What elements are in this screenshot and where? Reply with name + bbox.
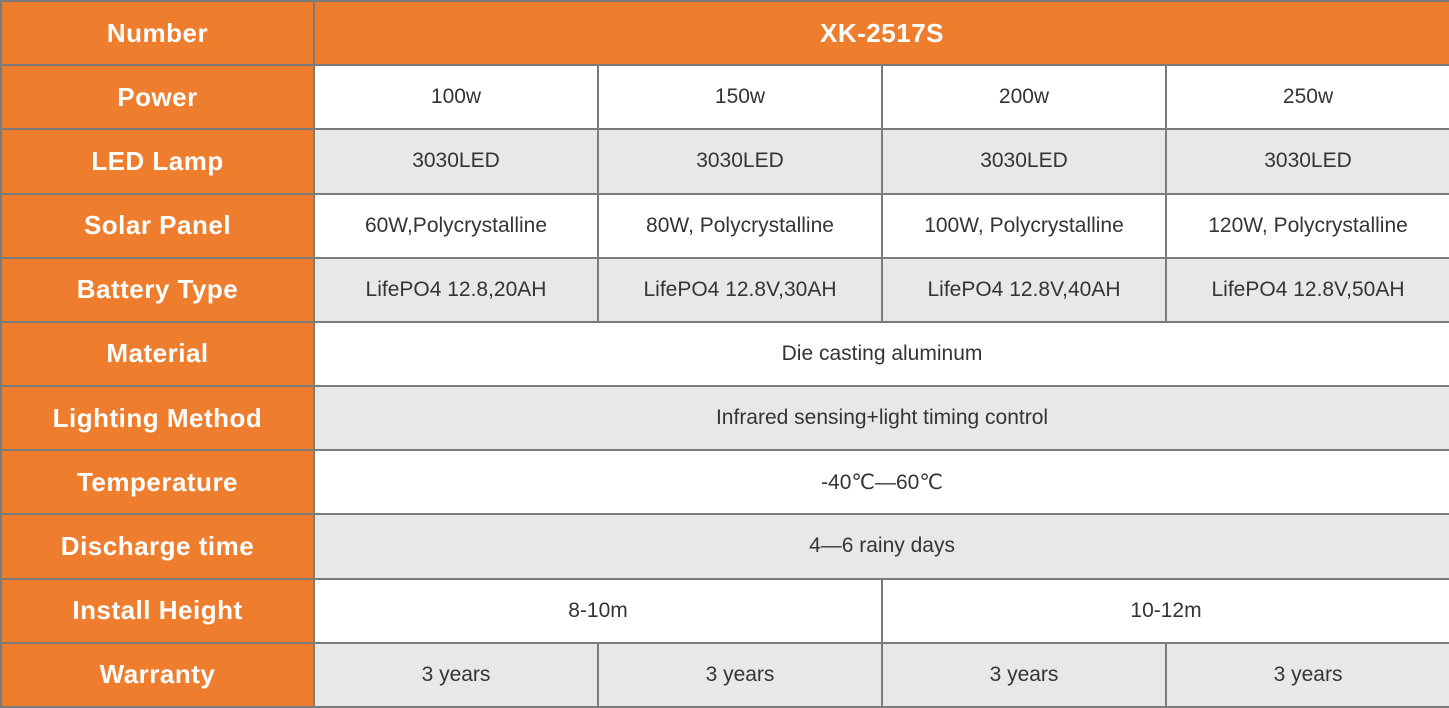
row-number: Number XK-2517S — [0, 0, 1449, 67]
cell-led-2: 3030LED — [597, 128, 883, 195]
cell-install-height-2: 10-12m — [880, 577, 1449, 644]
model-number-value: XK-2517S — [312, 0, 1449, 67]
row-discharge-time: Discharge time 4—6 rainy days — [0, 513, 1449, 580]
cell-battery-1: LifePO4 12.8,20AH — [313, 256, 599, 323]
row-label-material: Material — [0, 320, 315, 388]
cell-solar-2: 80W, Polycrystalline — [597, 192, 883, 259]
cell-battery-2: LifePO4 12.8V,30AH — [597, 256, 883, 323]
cell-warranty-4: 3 years — [1164, 641, 1449, 708]
cell-install-height-1: 8-10m — [313, 577, 883, 644]
row-label-warranty: Warranty — [0, 641, 315, 708]
cell-led-1: 3030LED — [313, 128, 599, 195]
row-warranty: Warranty 3 years 3 years 3 years 3 years — [0, 641, 1449, 708]
row-label-power: Power — [0, 64, 315, 131]
row-install-height: Install Height 8-10m 10-12m — [0, 577, 1449, 644]
row-temperature: Temperature -40℃—60℃ — [0, 449, 1449, 516]
cell-lighting-method: Infrared sensing+light timing control — [312, 385, 1449, 452]
cell-power-4: 250w — [1164, 64, 1449, 131]
cell-power-3: 200w — [881, 64, 1167, 131]
cell-led-3: 3030LED — [881, 128, 1167, 195]
cell-material: Die casting aluminum — [312, 320, 1449, 388]
row-label-number: Number — [0, 0, 315, 67]
row-label-lighting-method: Lighting Method — [0, 385, 315, 452]
row-power: Power 100w 150w 200w 250w — [0, 64, 1449, 131]
row-label-install-height: Install Height — [0, 577, 315, 644]
cell-solar-4: 120W, Polycrystalline — [1164, 192, 1449, 259]
row-led-lamp: LED Lamp 3030LED 3030LED 3030LED 3030LED — [0, 128, 1449, 195]
cell-led-4: 3030LED — [1164, 128, 1449, 195]
row-battery-type: Battery Type LifePO4 12.8,20AH LifePO4 1… — [0, 256, 1449, 323]
row-label-led-lamp: LED Lamp — [0, 128, 315, 195]
cell-warranty-2: 3 years — [597, 641, 883, 708]
row-label-solar-panel: Solar Panel — [0, 192, 315, 259]
cell-power-2: 150w — [597, 64, 883, 131]
cell-solar-1: 60W,Polycrystalline — [313, 192, 599, 259]
row-solar-panel: Solar Panel 60W,Polycrystalline 80W, Pol… — [0, 192, 1449, 259]
cell-discharge-time: 4—6 rainy days — [312, 513, 1449, 580]
cell-solar-3: 100W, Polycrystalline — [881, 192, 1167, 259]
cell-power-1: 100w — [313, 64, 599, 131]
cell-battery-3: LifePO4 12.8V,40AH — [881, 256, 1167, 323]
row-label-temperature: Temperature — [0, 449, 315, 516]
row-label-discharge-time: Discharge time — [0, 513, 315, 580]
cell-warranty-3: 3 years — [881, 641, 1167, 708]
cell-battery-4: LifePO4 12.8V,50AH — [1164, 256, 1449, 323]
cell-warranty-1: 3 years — [313, 641, 599, 708]
row-material: Material Die casting aluminum — [0, 320, 1449, 388]
row-label-battery-type: Battery Type — [0, 256, 315, 323]
cell-temperature: -40℃—60℃ — [312, 449, 1449, 516]
row-lighting-method: Lighting Method Infrared sensing+light t… — [0, 385, 1449, 452]
